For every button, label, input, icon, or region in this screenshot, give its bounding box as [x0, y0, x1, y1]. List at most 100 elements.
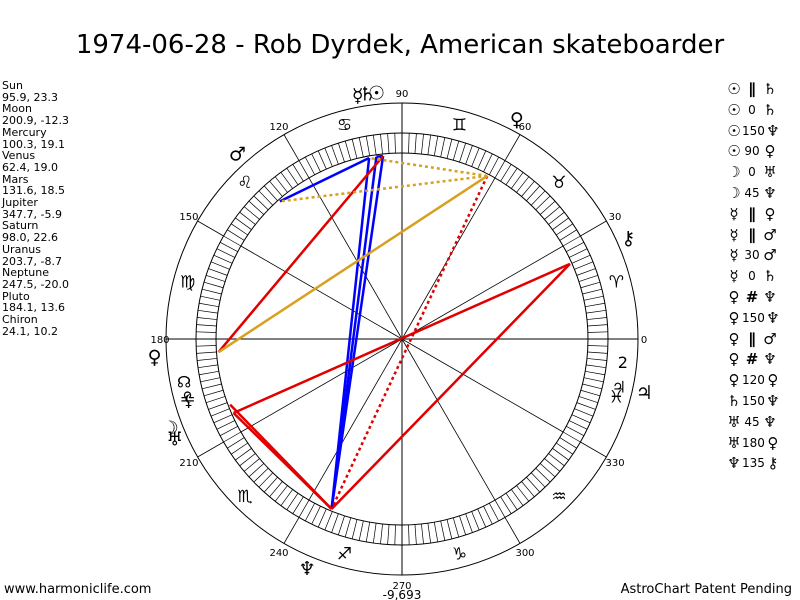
degree-tick: [556, 223, 573, 236]
degree-tick: [408, 133, 410, 154]
degree-tick: [521, 180, 535, 197]
degree-tick: [583, 295, 604, 301]
degree-tick: [227, 229, 245, 241]
degree-tick: [477, 150, 487, 170]
zodiac-sign-glyph: ♎: [180, 387, 195, 407]
aspect-planet-2-glyph: ♄: [763, 267, 777, 286]
degree-tick: [582, 288, 602, 295]
aspect-planet-2-glyph: ♆: [766, 121, 780, 140]
degree-tick: [239, 453, 256, 467]
zodiac-sign-glyph: ♓: [609, 387, 624, 407]
degree-tick: [586, 317, 607, 320]
aspect-type: 45: [744, 414, 760, 429]
degree-tick: [210, 408, 230, 417]
website-link[interactable]: www.harmoniclife.com: [4, 582, 152, 597]
degree-tick: [203, 389, 224, 397]
degree-tick: [587, 324, 608, 327]
wheel-extra-glyph: ♃: [612, 377, 626, 396]
degree-tick: [471, 511, 480, 531]
degree-tick: [253, 195, 269, 211]
degree-tick: [331, 513, 339, 533]
degree-tick: [248, 463, 265, 478]
degree-tick: [440, 137, 446, 158]
outer-spoke: [283, 517, 300, 544]
aspect-list: ☉ ∥ ♄ ☉ 0 ♄ ☉ 150 ♆ ☉ 90 ♀ ☽ 0 ♅ ☽ 45 ♆ ☿ ∥ ♀ ☿ ∥ ♂ ☿ 30 ♂ ☿ 0 ♄ ♀ # ♆ ♀ 1…: [726, 79, 781, 474]
degree-tick: [489, 156, 500, 175]
zodiac-sign-glyph: ♋: [337, 116, 352, 136]
degree-tick: [587, 351, 608, 354]
bottom-value: -9,693: [383, 588, 422, 600]
degree-tick: [280, 172, 293, 189]
degree-tick: [511, 489, 524, 506]
aspect-row: ☽ 45 ♆: [726, 183, 781, 204]
planet-name: Mercury: [2, 125, 47, 139]
degree-tick: [231, 223, 248, 236]
aspect-planet-1-glyph: ☉: [727, 100, 741, 119]
degree-tick: [197, 364, 218, 369]
planet-coords: 95.9, 23.3: [2, 90, 58, 104]
degree-label: 90: [396, 89, 409, 100]
degree-tick: [483, 153, 493, 172]
aspect-planet-1-glyph: ☿: [729, 204, 739, 223]
aspect-planet-1-glyph: ♆: [727, 454, 741, 473]
degree-tick: [274, 485, 288, 502]
degree-label: 150: [179, 212, 198, 223]
degree-tick: [372, 523, 377, 544]
degree-tick: [223, 431, 242, 443]
degree-tick: [587, 331, 608, 333]
degree-tick: [387, 524, 390, 545]
degree-tick: [539, 463, 556, 478]
degree-tick: [202, 288, 222, 295]
degree-tick: [219, 426, 238, 437]
degree-tick: [500, 164, 512, 182]
house-spoke: [401, 245, 564, 340]
degree-tick: [526, 476, 541, 493]
aspect-row: ☿ ∥ ♂: [726, 225, 781, 246]
degree-label: 120: [269, 122, 288, 133]
planet-glyph: ♀: [148, 347, 162, 369]
degree-tick: [227, 437, 245, 449]
degree-tick: [583, 377, 604, 383]
aspect-type: 45: [744, 185, 760, 200]
aspect-type: 150: [742, 310, 765, 325]
degree-tick: [387, 133, 390, 154]
planet-glyph: ♃: [636, 382, 653, 404]
degree-tick: [304, 156, 315, 175]
aspect-planet-1-glyph: ♀: [728, 350, 740, 369]
aspect-row: ☉ 150 ♆: [726, 121, 781, 142]
aspect-planet-2-glyph: ♄: [763, 100, 777, 119]
wheel-extra-glyph: ⚸: [183, 391, 195, 410]
planet-name: Pluto: [2, 289, 30, 303]
degree-tick: [210, 261, 230, 270]
degree-tick: [452, 140, 460, 161]
aspect-row: ☿ 30 ♂: [726, 245, 781, 266]
aspect-planet-1-glyph: ♅: [727, 433, 741, 452]
house-spoke: [240, 338, 403, 433]
degree-tick: [505, 168, 518, 185]
degree-tick: [292, 496, 304, 514]
planet-glyph: ♆: [299, 558, 316, 580]
degree-tick: [331, 145, 339, 165]
aspect-planet-2-glyph: ♅: [763, 163, 777, 182]
aspect-planet-1-glyph: ☽: [727, 183, 741, 202]
degree-tick: [562, 431, 581, 443]
degree-tick: [539, 200, 556, 215]
planet-glyph: ♄: [359, 83, 376, 105]
aspect-planet-2-glyph: ⚷: [767, 454, 779, 473]
degree-tick: [235, 448, 252, 461]
degree-tick: [197, 309, 218, 314]
degree-tick: [292, 164, 304, 182]
planet-name: Venus: [2, 149, 36, 163]
degree-tick: [365, 522, 371, 542]
house-spoke: [240, 245, 403, 340]
degree-tick: [274, 176, 288, 193]
planet-coords: 24.1, 10.2: [2, 324, 58, 338]
aspect-planet-2-glyph: ♆: [763, 350, 777, 369]
degree-label: 210: [179, 458, 198, 469]
aspect-planet-2-glyph: ♂: [763, 329, 777, 348]
degree-tick: [459, 515, 466, 536]
degree-tick: [208, 268, 228, 276]
aspect-row: ☿ 0 ♄: [726, 266, 781, 287]
degree-tick: [559, 229, 577, 241]
degree-tick: [223, 235, 242, 247]
